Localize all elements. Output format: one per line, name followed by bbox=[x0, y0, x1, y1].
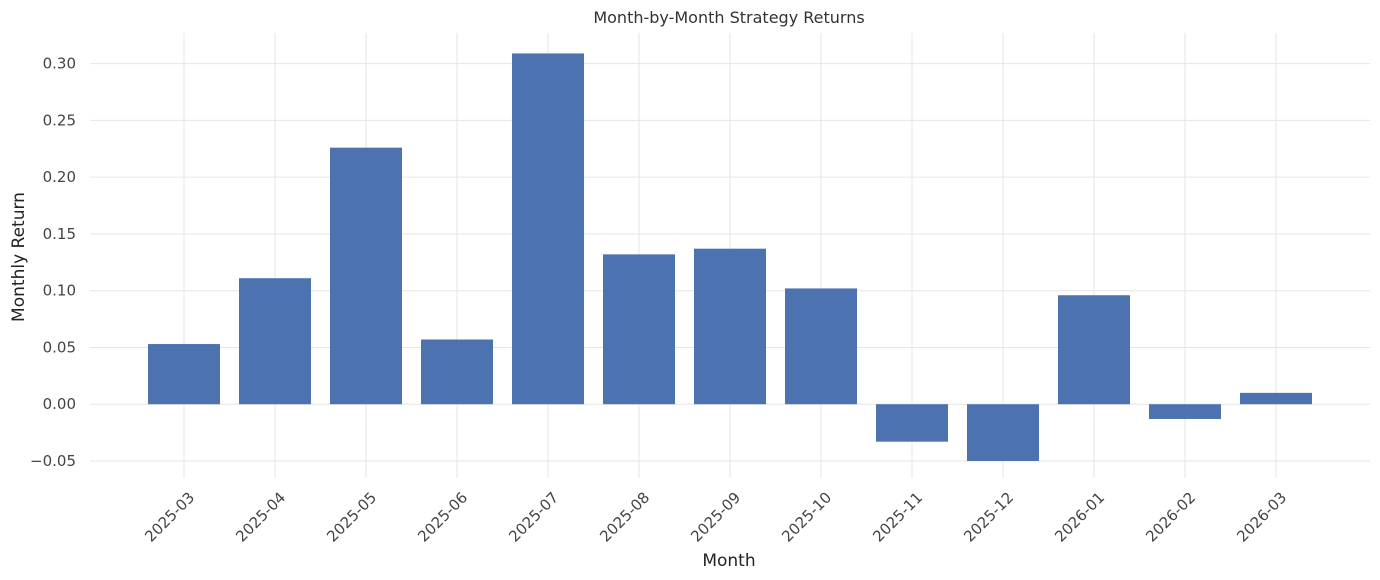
bars bbox=[148, 53, 1312, 461]
y-tick-label: 0.10 bbox=[43, 282, 76, 300]
bar-2025-07 bbox=[512, 53, 584, 405]
y-tick-label: 0.30 bbox=[43, 55, 76, 73]
bar-2025-11 bbox=[876, 404, 948, 442]
y-tick-label: −0.05 bbox=[30, 452, 76, 470]
x-axis-ticks: 2025-03 2025-04 2025-05 2025-06 2025-07 2025-… bbox=[141, 489, 1290, 546]
bar-2025-06 bbox=[421, 339, 493, 405]
bar-2026-01 bbox=[1058, 295, 1130, 405]
x-tick-label: 2026-02 bbox=[1142, 489, 1199, 546]
y-axis-label: Monthly Return bbox=[9, 192, 29, 322]
bar-2026-02 bbox=[1149, 404, 1221, 419]
x-tick-label: 2025-05 bbox=[323, 489, 380, 546]
y-tick-label: 0.05 bbox=[43, 338, 76, 356]
bar-2025-03 bbox=[148, 344, 220, 405]
y-tick-label: 0.00 bbox=[43, 395, 76, 413]
x-axis-label: Month bbox=[702, 551, 755, 571]
y-tick-label: 0.20 bbox=[43, 168, 76, 186]
x-tick-label: 2025-09 bbox=[687, 489, 744, 546]
x-tick-label: 2025-11 bbox=[869, 489, 926, 546]
x-tick-label: 2026-01 bbox=[1051, 489, 1108, 546]
bar-2025-12 bbox=[967, 404, 1039, 461]
bar-2025-08 bbox=[603, 254, 675, 405]
x-tick-label: 2025-08 bbox=[596, 489, 653, 546]
x-tick-label: 2025-04 bbox=[232, 489, 289, 546]
x-tick-label: 2025-06 bbox=[414, 489, 471, 546]
y-tick-label: 0.15 bbox=[43, 225, 76, 243]
bar-2026-03 bbox=[1240, 392, 1312, 405]
x-tick-label: 2025-10 bbox=[778, 489, 835, 546]
x-tick-label: 2025-07 bbox=[505, 489, 562, 546]
y-axis-ticks: −0.05 0.00 0.05 0.10 0.15 0.20 0.25 0.30 bbox=[30, 55, 76, 470]
bar-2025-10 bbox=[785, 288, 857, 405]
bar-2025-09 bbox=[694, 248, 766, 405]
y-tick-label: 0.25 bbox=[43, 111, 76, 129]
x-tick-label: 2025-12 bbox=[960, 489, 1017, 546]
chart-title: Month-by-Month Strategy Returns bbox=[593, 8, 864, 27]
x-tick-label: 2025-03 bbox=[141, 489, 198, 546]
bar-2025-05 bbox=[330, 147, 402, 405]
bar-2025-04 bbox=[239, 278, 311, 405]
x-tick-label: 2026-03 bbox=[1233, 489, 1290, 546]
